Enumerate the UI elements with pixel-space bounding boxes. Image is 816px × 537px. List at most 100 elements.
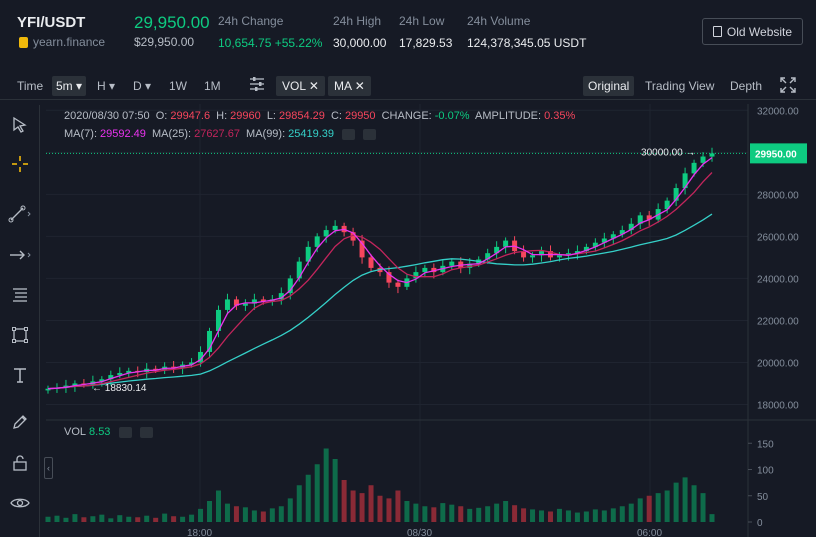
candle-body	[574, 251, 580, 254]
volume-bar	[215, 490, 221, 522]
old-website-button[interactable]: Old Website	[702, 18, 803, 45]
candle-body	[709, 153, 715, 157]
price-usd: $29,950.00	[134, 35, 195, 49]
candle-body	[664, 200, 670, 210]
candle-body	[233, 299, 239, 306]
vol-visibility-icon[interactable]	[118, 426, 132, 438]
close-icon[interactable]: ✕	[308, 79, 319, 93]
candle-body	[395, 282, 401, 287]
volume-bar	[700, 493, 706, 522]
candle-body	[215, 309, 221, 331]
volume-bar	[135, 517, 141, 522]
volume-bar	[512, 505, 518, 522]
volume-bar	[162, 513, 168, 522]
volume-bar	[664, 490, 670, 522]
volume-bar	[583, 511, 589, 522]
ma-visibility-icon[interactable]	[342, 128, 356, 140]
last-price-tag: 29950.00	[755, 149, 797, 160]
interval-5m[interactable]: 5m ▾	[52, 76, 87, 96]
price-tick-label: 26000.00	[757, 232, 799, 243]
candle-body	[521, 251, 527, 258]
arrow-ray-icon[interactable]	[8, 243, 32, 267]
volume-bar	[413, 503, 419, 522]
time-label: Time	[17, 79, 44, 93]
volume-bar	[332, 459, 338, 522]
stat-24h-high: 24h High 30,000.00	[333, 14, 387, 50]
time-tick-label: 08/30	[407, 528, 432, 537]
volume-bar	[476, 507, 482, 522]
collapse-panel-handle[interactable]: ‹	[44, 457, 53, 479]
candle-body	[180, 364, 186, 368]
ma-legend: MA(7): 29592.49 MA(25): 27627.67 MA(99): 25…	[64, 128, 379, 140]
text-icon[interactable]	[8, 363, 32, 387]
volume-bar	[359, 493, 365, 522]
volume-bar	[682, 477, 688, 522]
trendline-icon[interactable]	[8, 202, 32, 226]
volume-bar	[242, 507, 248, 522]
volume-bar	[108, 518, 114, 522]
stat-24h-volume: 24h Volume 124,378,345.05 USDT	[467, 14, 587, 50]
candle-body	[368, 257, 374, 268]
candle-body	[422, 267, 428, 273]
rectangle-icon[interactable]	[8, 323, 32, 347]
candle-body	[637, 215, 643, 224]
candle-body	[476, 259, 482, 264]
candle-body	[539, 251, 545, 256]
volume-bar	[485, 506, 491, 522]
volume-bar	[467, 508, 473, 522]
volume-bar	[117, 515, 123, 522]
candle-body	[646, 215, 652, 220]
interval-month[interactable]: 1M	[204, 79, 221, 93]
edit-icon[interactable]	[8, 410, 32, 434]
lock-icon[interactable]	[8, 451, 32, 475]
candle-body	[592, 242, 598, 247]
volume-bar	[189, 514, 195, 522]
ma-settings-icon[interactable]	[363, 128, 377, 140]
indicator-settings-icon[interactable]	[248, 75, 266, 95]
volume-bar	[547, 511, 553, 522]
vol-tick-label: 100	[757, 466, 774, 477]
vol-legend: VOL 8.53	[64, 426, 156, 438]
volume-bar	[422, 506, 428, 522]
volume-bar	[458, 506, 464, 522]
interval-day[interactable]: D ▾	[133, 79, 152, 93]
volume-bar	[646, 495, 652, 522]
interval-hour[interactable]: H ▾	[97, 79, 116, 93]
stat-24h-change: 24h Change 10,654.75 +55.22%	[218, 14, 323, 50]
visibility-eye-icon[interactable]	[8, 491, 32, 515]
volume-bar	[628, 503, 634, 522]
volume-bar	[144, 515, 150, 522]
view-original[interactable]: Original	[583, 76, 635, 96]
candle-body	[207, 330, 213, 352]
candle-body	[144, 368, 150, 372]
candle-body	[556, 255, 562, 258]
volume-bar	[341, 480, 347, 522]
candle-body	[682, 173, 688, 189]
volume-bar	[287, 498, 293, 522]
fibonacci-icon[interactable]	[8, 283, 32, 307]
exchange-link[interactable]: yearn.finance	[33, 35, 106, 49]
candle-body	[610, 234, 616, 239]
volume-bar	[440, 503, 446, 522]
candle-body	[90, 381, 96, 385]
vol-settings-icon[interactable]	[139, 426, 153, 438]
vol-tick-label: 0	[757, 518, 763, 529]
cursor-icon[interactable]	[8, 113, 32, 137]
close-icon[interactable]: ✕	[354, 79, 365, 93]
candle-body	[601, 238, 607, 243]
view-depth[interactable]: Depth	[730, 79, 763, 93]
volume-bar	[269, 508, 275, 522]
high-marker-label: 30000.00 →	[641, 147, 696, 158]
volume-bar	[180, 516, 186, 522]
ma-indicator-tag[interactable]: MA ✕	[328, 76, 371, 96]
interval-week[interactable]: 1W	[169, 79, 187, 93]
view-trading-view[interactable]: Trading View	[645, 79, 715, 93]
crosshair-icon[interactable]	[8, 152, 32, 176]
candle-body	[386, 272, 392, 283]
price-tick-label: 30000.00	[757, 148, 799, 159]
volume-bar	[278, 506, 284, 522]
fullscreen-icon[interactable]	[780, 77, 796, 97]
candle-body	[449, 261, 455, 266]
vol-indicator-tag[interactable]: VOL ✕	[276, 76, 325, 96]
volume-bar	[99, 514, 105, 522]
